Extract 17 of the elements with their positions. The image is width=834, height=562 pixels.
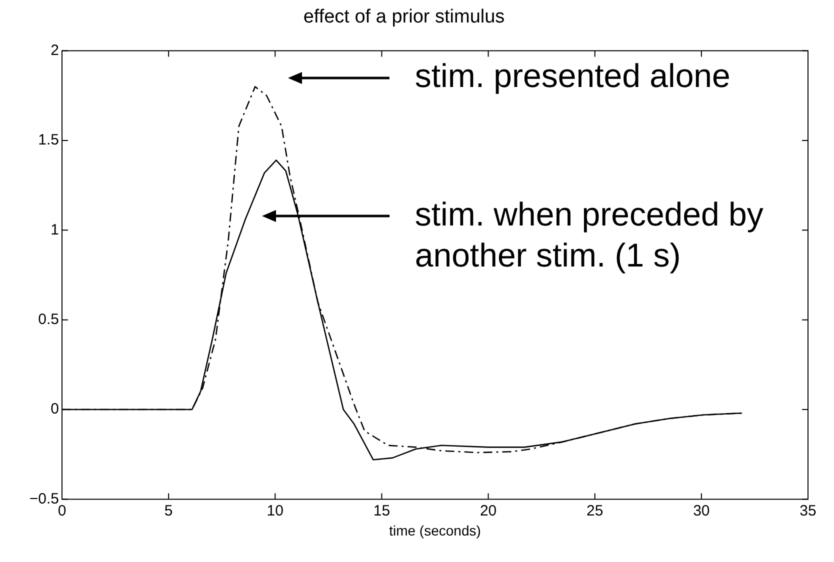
annotation: stim. presented alone [414,56,730,94]
x-tick-label: 20 [480,502,497,520]
y-tick-label: 2 [50,42,59,59]
x-tick-label: 30 [693,502,710,520]
x-tick-label: 35 [800,502,816,520]
chart-title: effect of a prior stimulus [303,6,505,28]
x-axis-title: time (seconds) [389,522,481,538]
annotation: stim. when preceded by another stim. (1 s) [414,195,764,274]
y-tick-label: 1.5 [38,132,59,149]
y-tick-label: 0.5 [38,310,59,328]
x-tick-label: 5 [164,502,173,520]
x-tick-label: 15 [373,502,390,520]
y-tick-label: 1 [50,221,59,238]
x-tick-label: 10 [266,502,284,520]
x-tick-label: 25 [586,502,604,520]
y-tick-label: −0.5 [29,490,59,508]
y-tick-label: 0 [50,400,59,418]
